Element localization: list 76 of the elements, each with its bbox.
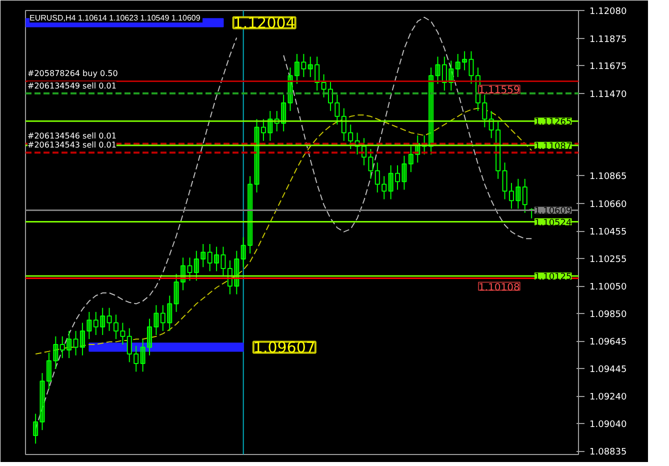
y-tick-label: 1.09645 xyxy=(590,338,627,348)
candlestick xyxy=(468,50,474,84)
candlestick xyxy=(294,53,300,84)
y-tick-label: 1.10660 xyxy=(590,200,627,210)
candlestick xyxy=(516,178,521,210)
candlestick xyxy=(207,244,212,272)
candlestick xyxy=(174,273,179,312)
candlestick xyxy=(46,352,52,390)
candlestick xyxy=(73,330,78,356)
candlestick xyxy=(167,295,172,332)
y-tick-label: 1.09240 xyxy=(590,392,627,403)
y-tick-label: 1.08835 xyxy=(590,448,627,458)
candlestick xyxy=(60,336,65,359)
ref-line-label: 1.11087 xyxy=(534,142,572,152)
candlestick xyxy=(154,304,159,336)
candlestick xyxy=(260,118,266,142)
y-tick-label: 1.12080 xyxy=(590,7,627,17)
y-tick-label: 1.09850 xyxy=(590,310,627,320)
candlestick xyxy=(53,336,58,370)
candlestick xyxy=(502,162,508,200)
candlestick xyxy=(508,182,514,210)
candlestick xyxy=(314,56,320,92)
candlestick xyxy=(86,311,92,340)
ref-line-label: #206134546 sell 0.01 xyxy=(28,132,116,141)
candlestick xyxy=(408,146,414,173)
y-tick-label: 1.10050 xyxy=(590,282,627,293)
candlestick xyxy=(214,246,220,272)
ref-line-label: #206134543 sell 0.01 xyxy=(28,140,116,150)
candlestick xyxy=(140,338,146,372)
candlestick xyxy=(301,53,306,78)
y-tick-label: 1.09040 xyxy=(590,420,627,430)
y-tick-label: 1.09445 xyxy=(590,364,627,375)
candlestick xyxy=(120,322,126,346)
candlestick xyxy=(402,155,407,190)
candlestick xyxy=(428,67,434,155)
candlestick xyxy=(308,56,313,78)
candlestick xyxy=(194,250,199,282)
candlestick xyxy=(268,110,273,142)
candlestick xyxy=(240,236,246,268)
candlestick xyxy=(388,164,394,200)
band-label: 1.12004 xyxy=(233,14,296,32)
candlestick xyxy=(40,372,45,431)
candlestick xyxy=(522,178,528,214)
y-tick-label: 1.10865 xyxy=(590,172,627,182)
candlestick xyxy=(334,94,340,126)
candlestick xyxy=(126,328,132,363)
ref-line-label: 1.10609 xyxy=(534,206,572,217)
candlestick xyxy=(33,413,38,444)
candlestick xyxy=(146,318,152,356)
y-tick-label: 1.10255 xyxy=(590,254,627,265)
candlestick xyxy=(395,164,400,190)
y-tick-label: 1.11470 xyxy=(590,90,627,100)
y-tick-label: 1.11675 xyxy=(590,62,627,72)
candlestick xyxy=(248,176,253,254)
candlestick xyxy=(435,56,440,84)
candlestick xyxy=(442,56,447,92)
ref-line-label: #206134549 sell 0.01 xyxy=(28,81,116,90)
candlestick xyxy=(281,94,286,132)
candlestick xyxy=(254,118,260,193)
chart-title: EURUSD,H4 1.10614 1.10623 1.10549 1.10609 xyxy=(30,14,201,22)
candlestick xyxy=(200,244,206,268)
ref-line-label: 1.10524 xyxy=(534,218,572,228)
candlestick xyxy=(80,322,85,356)
candlestick xyxy=(66,330,72,359)
candlestick xyxy=(160,304,166,332)
ref-line-label: 1.10125 xyxy=(534,272,572,282)
candlestick xyxy=(93,311,98,336)
candlestick xyxy=(134,345,139,372)
band-label: 1.09607 xyxy=(253,338,316,357)
ref-line-label: #205878264 buy 0.50 xyxy=(28,69,118,78)
candlestick xyxy=(187,257,192,282)
y-tick-label: 1.10455 xyxy=(590,228,627,238)
y-tick-label: 1.11875 xyxy=(590,34,627,45)
candlestick xyxy=(462,50,468,71)
candlestick xyxy=(100,307,106,336)
candlestick xyxy=(455,53,460,78)
